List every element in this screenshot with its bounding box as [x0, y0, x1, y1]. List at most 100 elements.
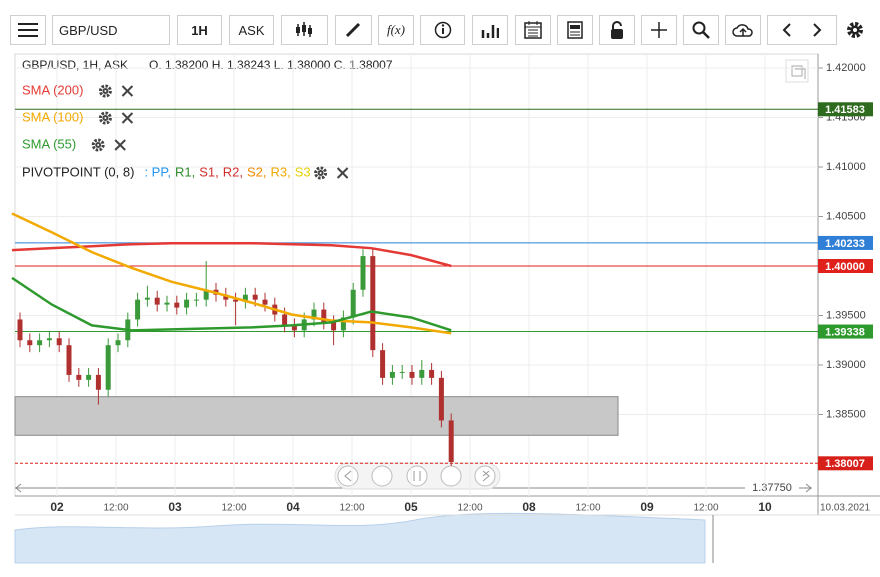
candle-body — [46, 338, 52, 341]
cloud-icon — [732, 24, 753, 37]
sma-line — [11, 212, 452, 335]
calendar-icon — [524, 21, 542, 39]
candle-body — [86, 374, 92, 380]
calendar-button[interactable] — [515, 15, 551, 45]
candle-body — [27, 340, 33, 346]
candle-icon — [295, 22, 312, 37]
pivot-part: : PP, — [144, 164, 171, 179]
bars-icon — [481, 25, 499, 38]
x-tick-label: 09 — [640, 500, 654, 514]
menu-button[interactable] — [10, 15, 46, 45]
popout-button — [785, 59, 809, 83]
candle-body — [321, 309, 327, 323]
level-label: 1.40000 — [825, 261, 865, 273]
candle-body — [242, 294, 248, 302]
candle-body — [164, 302, 170, 305]
level-badge — [818, 324, 873, 339]
pivot-label: PIVOTPOINT (0, 8) — [22, 164, 134, 179]
level-label: 1.40233 — [825, 238, 865, 250]
pencil-icon — [345, 22, 360, 38]
x-tick-label: 08 — [522, 500, 536, 514]
range-arrows — [15, 483, 812, 493]
indicators-button[interactable] — [472, 15, 508, 45]
x-tick-label: 03 — [168, 500, 182, 514]
level-label: 1.38007 — [825, 458, 865, 470]
candle-body — [389, 371, 395, 378]
sma-line — [11, 276, 452, 332]
function-button[interactable]: f(x) — [378, 15, 414, 45]
candle-body — [135, 299, 141, 320]
settings-icon — [98, 111, 112, 125]
popout-icon — [791, 65, 806, 79]
crosshair-button[interactable] — [641, 15, 677, 45]
date-label: 10.03.2021 — [820, 503, 870, 514]
y-tick-label: 1.38500 — [826, 408, 866, 420]
pivot-part: R1, — [175, 164, 195, 179]
navigator-area — [14, 512, 706, 564]
settings-icon — [317, 170, 324, 176]
x-tick-label: 12:00 — [457, 503, 482, 514]
level-badge — [818, 235, 873, 250]
x-tick-label: 04 — [286, 500, 300, 514]
interval-button[interactable]: 1H — [177, 15, 222, 45]
settings-icon — [91, 138, 105, 152]
candle-body — [213, 289, 219, 295]
legend-header: GBP/USD, 1H, ASK — [22, 58, 128, 72]
cloud-button[interactable] — [725, 15, 761, 45]
zoom-controls — [334, 462, 501, 490]
nav-buttons[interactable] — [767, 15, 837, 45]
candle-body — [262, 299, 268, 305]
candle-body — [95, 374, 101, 390]
candle-body — [409, 371, 415, 378]
candle-body — [419, 369, 425, 378]
remove-icon — [121, 112, 134, 124]
x-tick-label: 12:00 — [221, 503, 246, 514]
lock-button[interactable] — [599, 15, 635, 45]
candle-body — [282, 314, 288, 326]
candle-body — [429, 369, 435, 378]
candle-body — [448, 420, 454, 463]
candle-body — [370, 256, 376, 351]
template-button[interactable] — [557, 15, 593, 45]
price-type-button[interactable]: ASK — [229, 15, 274, 45]
info-button[interactable] — [420, 15, 465, 45]
candle-body — [252, 294, 258, 300]
x-tick-label: 05 — [404, 500, 418, 514]
settings-button[interactable] — [845, 20, 865, 45]
level-badge — [818, 259, 873, 273]
candle-body — [331, 322, 337, 331]
settings-icon — [95, 142, 102, 148]
settings-icon — [102, 88, 109, 94]
chart-type-button[interactable] — [281, 15, 328, 45]
range-label: 1.37750 — [752, 482, 792, 494]
x-tick-label: 12:00 — [575, 503, 600, 514]
candle-body — [56, 338, 62, 346]
candle-body — [340, 317, 346, 331]
candle-body — [37, 340, 43, 346]
candle-body — [115, 340, 121, 346]
candle-body — [301, 319, 307, 331]
candle-body — [66, 345, 72, 375]
draw-button[interactable] — [335, 15, 372, 45]
candle-body — [399, 371, 405, 373]
remove-icon — [336, 167, 349, 179]
y-tick-label: 1.39500 — [826, 309, 866, 321]
candle-body — [350, 289, 356, 318]
gear-icon — [847, 22, 863, 38]
candle-body — [144, 297, 150, 300]
pivot-part: R3, — [270, 164, 290, 179]
candle-body — [184, 299, 190, 308]
y-tick-label: 1.40500 — [826, 210, 866, 222]
zoom-button[interactable] — [683, 15, 719, 45]
candle-body — [223, 294, 229, 300]
sma-line — [11, 241, 452, 268]
x-tick-label: 12:00 — [339, 503, 364, 514]
indicator-label: SMA (100) — [22, 109, 83, 124]
candle-body — [105, 345, 111, 390]
price-type: ASK — [238, 22, 265, 38]
candle-body — [360, 256, 366, 290]
settings-icon — [98, 84, 112, 98]
symbol-button[interactable]: GBP/USD — [52, 15, 170, 45]
pivot-part: S2, — [247, 164, 267, 179]
